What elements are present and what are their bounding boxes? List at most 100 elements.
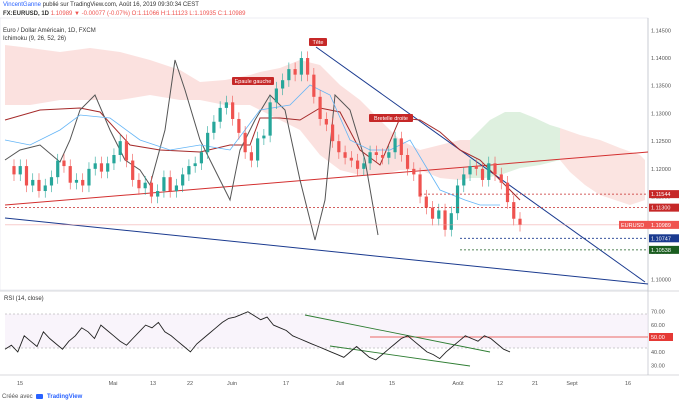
candle-body[interactable] [487, 163, 491, 180]
candle-body[interactable] [187, 166, 191, 175]
candle-body[interactable] [318, 96, 322, 119]
candle-body[interactable] [49, 177, 54, 186]
candle-body[interactable] [243, 132, 247, 153]
candle-body[interactable] [193, 163, 197, 167]
candle-body[interactable] [231, 102, 235, 119]
candle-body[interactable] [156, 191, 160, 197]
candle-body[interactable] [181, 174, 185, 186]
time-tick-label: Août [452, 381, 464, 387]
candle-body[interactable] [499, 174, 503, 183]
neckline[interactable] [4, 151, 649, 206]
footer: Créée avec TradingView [2, 393, 83, 400]
candle-body[interactable] [324, 118, 328, 125]
rsi-upper-channel[interactable] [304, 314, 491, 353]
candle-body[interactable] [56, 160, 60, 178]
candle-body[interactable] [393, 138, 397, 153]
candle-body[interactable] [493, 163, 497, 175]
annotation-tete[interactable]: Tête [309, 38, 327, 46]
candle-body[interactable] [81, 179, 85, 186]
candle-body[interactable] [206, 132, 210, 153]
candle-body[interactable] [474, 166, 478, 169]
candle-body[interactable] [387, 152, 391, 158]
candle-body[interactable] [124, 141, 129, 161]
candle-body[interactable] [168, 177, 172, 192]
candle-body[interactable] [505, 182, 510, 203]
candle-body[interactable] [412, 168, 416, 175]
price-tick-label: 1.13000 [651, 111, 671, 117]
candle-body[interactable] [62, 160, 66, 167]
candle-body[interactable] [24, 166, 29, 186]
candle-body[interactable] [268, 102, 272, 136]
candle-body[interactable] [343, 152, 347, 158]
chart-title: Euro / Dollar Américain, 1D, FXCM [3, 28, 96, 34]
candle-body[interactable] [249, 152, 253, 161]
footer-brand[interactable]: TradingView [47, 394, 83, 400]
candle-body[interactable] [68, 166, 72, 183]
candle-body[interactable] [43, 185, 47, 192]
candle-body[interactable] [306, 58, 310, 75]
candle-body[interactable] [424, 196, 428, 208]
candle-body[interactable] [355, 160, 360, 169]
candle-body[interactable] [218, 107, 222, 122]
candle-body[interactable] [287, 69, 291, 81]
candle-body[interactable] [449, 213, 453, 230]
annotation-bretelle-droite[interactable]: Bretelle droite [369, 114, 413, 122]
candle-body[interactable] [87, 168, 91, 186]
candle-body[interactable] [380, 155, 385, 158]
candle-body[interactable] [131, 160, 135, 180]
candle-body[interactable] [312, 74, 316, 97]
candle-body[interactable] [362, 163, 366, 169]
candle-body[interactable] [199, 152, 204, 164]
candle-body[interactable] [374, 152, 378, 155]
candle-body[interactable] [12, 166, 16, 175]
candle-body[interactable] [281, 80, 285, 89]
rsi-legend[interactable]: RSI (14, close) [4, 296, 44, 302]
price-tag: 1.11544 [649, 190, 679, 199]
candle-body[interactable] [31, 179, 35, 186]
candle-body[interactable] [74, 179, 79, 183]
candle-body[interactable] [349, 157, 353, 161]
candle-body[interactable] [262, 135, 266, 139]
candle-body[interactable] [462, 174, 466, 186]
descending-trendline[interactable] [315, 46, 646, 283]
candle-body[interactable] [418, 174, 422, 197]
candle-body[interactable] [399, 138, 403, 155]
candle-body[interactable] [274, 88, 278, 103]
lower-trendline[interactable] [4, 217, 649, 285]
candle-body[interactable] [480, 168, 485, 180]
ichimoku-legend[interactable]: Ichimoku (9, 26, 52, 26) [3, 36, 67, 42]
candle-body[interactable] [455, 185, 460, 214]
candle-body[interactable] [137, 179, 141, 189]
candle-body[interactable] [337, 141, 341, 153]
candle-body[interactable] [256, 138, 260, 161]
candle-body[interactable] [106, 163, 110, 172]
candle-body[interactable] [162, 177, 166, 192]
candle-body[interactable] [143, 182, 147, 189]
candle-body[interactable] [237, 118, 241, 133]
candle-body[interactable] [518, 218, 522, 225]
candle-body[interactable] [405, 155, 410, 169]
candle-body[interactable] [18, 166, 22, 175]
candle-body[interactable] [330, 124, 335, 142]
candle-body[interactable] [149, 182, 154, 197]
candle-body[interactable] [99, 163, 104, 172]
candle-body[interactable] [512, 202, 516, 219]
candle-body[interactable] [299, 58, 303, 75]
candle-body[interactable] [118, 141, 122, 155]
candle-body[interactable] [430, 207, 435, 219]
annotation-epaule-gauche[interactable]: Epaule gauche [232, 77, 274, 85]
candle-body[interactable] [468, 166, 472, 175]
candle-body[interactable] [37, 179, 41, 192]
candle-body[interactable] [437, 210, 441, 219]
symbol-text[interactable]: FX:EURUSD, 1D [3, 11, 50, 17]
candle-body[interactable] [93, 163, 97, 169]
candle-body[interactable] [212, 121, 216, 133]
candle-body[interactable] [443, 210, 447, 230]
candle-body[interactable] [368, 152, 372, 164]
author-link[interactable]: VincentGanne [3, 2, 41, 8]
candle-body[interactable] [293, 69, 297, 75]
candle-body[interactable] [112, 155, 116, 164]
candle-body[interactable] [174, 185, 179, 192]
candle-body[interactable] [224, 102, 228, 108]
